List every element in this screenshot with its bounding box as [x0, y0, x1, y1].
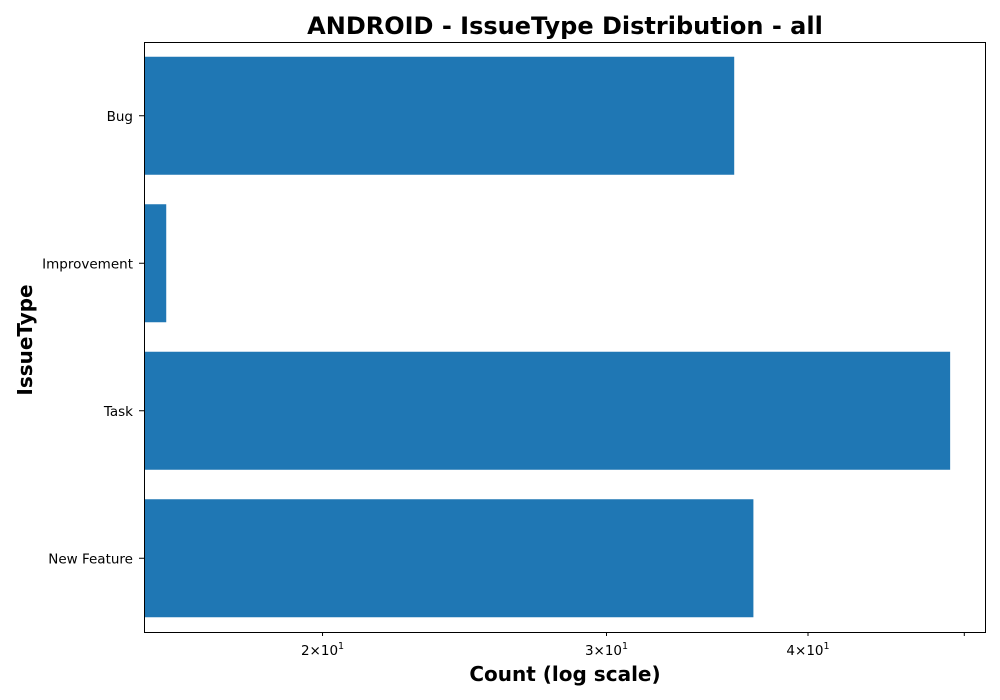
y-tick-label: Bug	[107, 109, 133, 125]
x-axis-ticks: 2×101 3×101 4×101	[301, 632, 965, 659]
y-axis-ticks: Bug Improvement Task New Feature	[42, 109, 144, 567]
chart-title: ANDROID - IssueType Distribution - all	[307, 12, 823, 40]
x-tick-label: 4×101	[786, 641, 829, 659]
bars-layer	[144, 56, 951, 618]
y-tick-label: New Feature	[48, 551, 133, 567]
bar-new-feature	[144, 499, 754, 618]
y-tick-label: Task	[103, 404, 133, 420]
x-tick-label: 2×101	[301, 641, 344, 659]
x-axis-label: Count (log scale)	[469, 662, 660, 686]
bar-improvement	[144, 204, 167, 323]
plot-frame	[144, 42, 986, 633]
y-tick-label: Improvement	[42, 256, 133, 272]
bar-bug	[144, 56, 735, 175]
x-tick-label: 3×101	[585, 641, 628, 659]
bar-task	[144, 351, 951, 470]
y-axis-label: IssueType	[13, 284, 37, 395]
